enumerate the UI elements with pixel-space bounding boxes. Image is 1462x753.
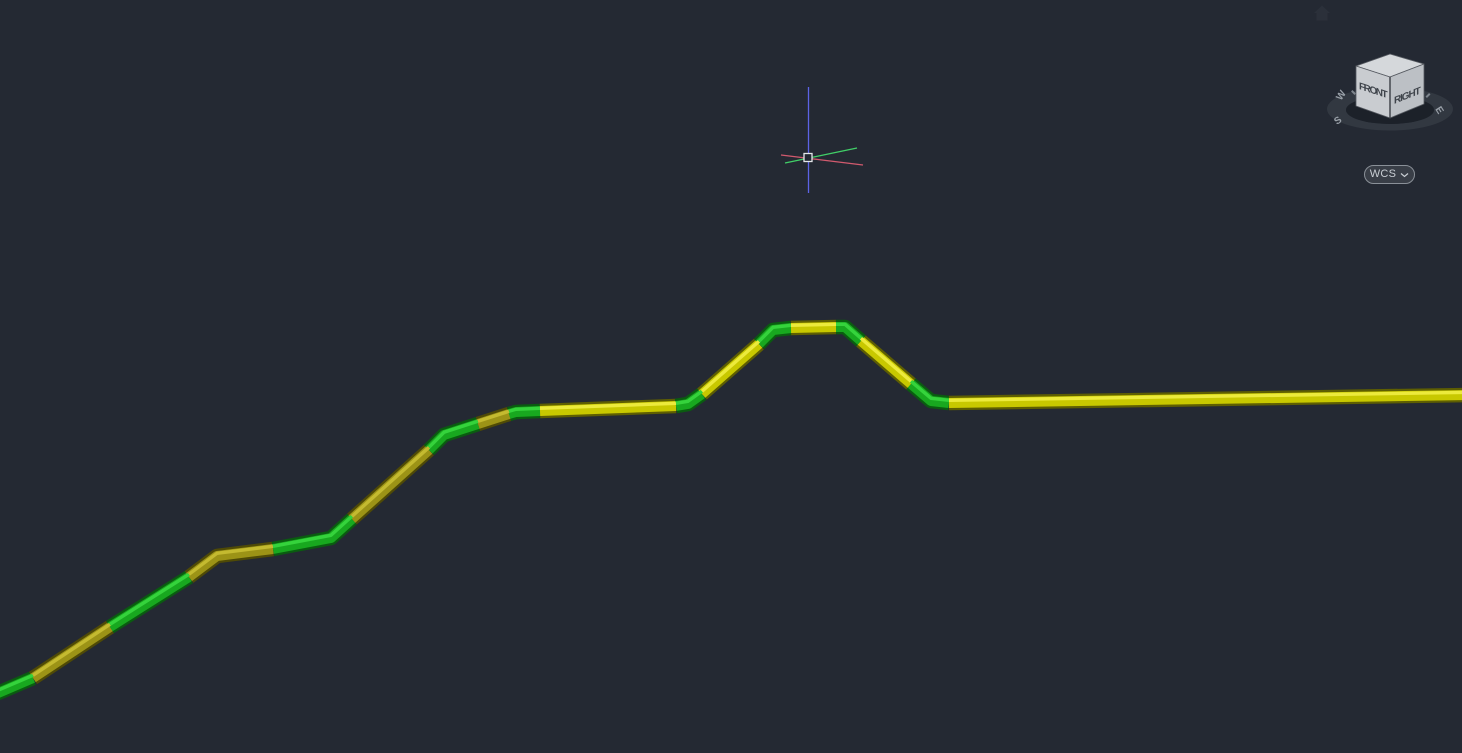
compass-tick-nw bbox=[1351, 90, 1356, 95]
pipe-3d-polyline[interactable] bbox=[0, 319, 1462, 701]
pipe-segment-green[interactable] bbox=[272, 515, 354, 548]
pipe-segment-green[interactable] bbox=[427, 419, 479, 449]
compass-tick-ne bbox=[1425, 93, 1431, 98]
pipe-segment-green[interactable] bbox=[0, 673, 34, 696]
pickbox bbox=[803, 152, 813, 163]
pipe-segment-green[interactable] bbox=[0, 673, 35, 699]
pipe-segment-olive[interactable] bbox=[32, 622, 111, 677]
pipe-segment-olive[interactable] bbox=[476, 409, 511, 429]
pipe-segment-yellow[interactable] bbox=[700, 340, 761, 393]
crosshair-cursor bbox=[780, 87, 864, 193]
pipe-segment-yellow[interactable] bbox=[790, 322, 837, 333]
viewcube-home-icon[interactable] bbox=[1314, 5, 1330, 21]
pipe-segment-green[interactable] bbox=[755, 323, 792, 348]
pipe-segment-yellow[interactable] bbox=[539, 401, 677, 416]
pipe-segment-green[interactable] bbox=[508, 406, 541, 413]
pipe-segment-yellow[interactable] bbox=[790, 322, 837, 327]
pipe-segment-green[interactable] bbox=[675, 389, 703, 405]
pipe-segment-green[interactable] bbox=[109, 572, 190, 626]
pipe-segment-green[interactable] bbox=[909, 380, 950, 402]
wcs-label: WCS bbox=[1369, 168, 1397, 180]
pipe-segment-yellow[interactable] bbox=[948, 390, 1462, 402]
pipe-segment-olive[interactable] bbox=[30, 622, 113, 683]
crosshair-x-axis bbox=[780, 154, 864, 166]
pipe-segment-yellow[interactable] bbox=[948, 390, 1462, 408]
pipe-segment-olive[interactable] bbox=[477, 409, 510, 423]
viewcube[interactable]: S W E FRONT RIGHT bbox=[1314, 5, 1453, 131]
chevron-down-icon bbox=[1400, 172, 1409, 177]
pipe-segment-olive[interactable] bbox=[348, 446, 433, 523]
pipe-segment-yellow[interactable] bbox=[698, 340, 763, 398]
pipe-segment-green[interactable] bbox=[425, 419, 480, 454]
pipe-segment-green[interactable] bbox=[836, 322, 863, 340]
pipe-segment-green[interactable] bbox=[675, 389, 705, 411]
pipe-segment-olive[interactable] bbox=[350, 446, 431, 518]
compass-east-label[interactable]: E bbox=[1432, 105, 1445, 117]
wcs-dropdown[interactable]: WCS bbox=[1364, 165, 1415, 184]
pipe-segment-green[interactable] bbox=[272, 515, 356, 554]
pipe-segment-yellow[interactable] bbox=[857, 337, 915, 388]
pipe-segment-yellow[interactable] bbox=[859, 337, 913, 383]
pipe-segment-green[interactable] bbox=[757, 323, 792, 343]
pipe-segment-green[interactable] bbox=[507, 406, 541, 419]
pipe-segment-green[interactable] bbox=[107, 572, 192, 632]
pipe-segment-olive[interactable] bbox=[186, 544, 274, 581]
pipe-segment-yellow[interactable] bbox=[539, 401, 677, 410]
pipe-segment-olive[interactable] bbox=[187, 544, 274, 576]
pipe-segment-green[interactable] bbox=[907, 380, 950, 408]
viewcube-cube[interactable] bbox=[1355, 53, 1425, 119]
crosshair-y-axis bbox=[784, 147, 858, 164]
pipe-segment-green[interactable] bbox=[836, 322, 865, 345]
